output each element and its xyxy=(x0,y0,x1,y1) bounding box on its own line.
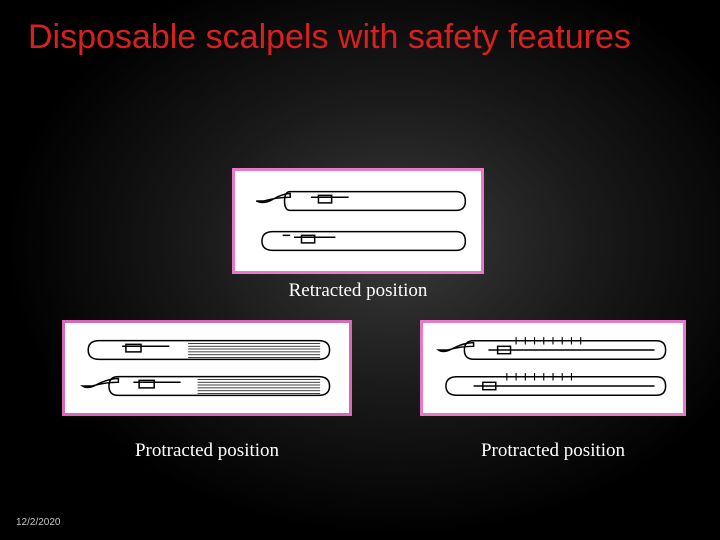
scalpel-left-1 xyxy=(75,332,339,368)
caption-left: Protracted position xyxy=(62,440,352,462)
slide-title: Disposable scalpels with safety features xyxy=(0,0,720,57)
scalpel-right-2 xyxy=(433,368,673,404)
scalpel-top-1 xyxy=(245,183,471,219)
figure-top xyxy=(232,168,484,274)
caption-right: Protracted position xyxy=(420,440,686,462)
figure-left-stack xyxy=(65,323,349,413)
caption-top: Retracted position xyxy=(232,280,484,302)
figure-right xyxy=(420,320,686,416)
figure-top-stack xyxy=(235,171,481,271)
scalpel-top-2 xyxy=(245,223,471,259)
slide-date: 12/2/2020 xyxy=(16,517,61,528)
figure-left xyxy=(62,320,352,416)
figure-right-stack xyxy=(423,323,683,413)
scalpel-left-2 xyxy=(75,368,339,404)
scalpel-right-1 xyxy=(433,332,673,368)
